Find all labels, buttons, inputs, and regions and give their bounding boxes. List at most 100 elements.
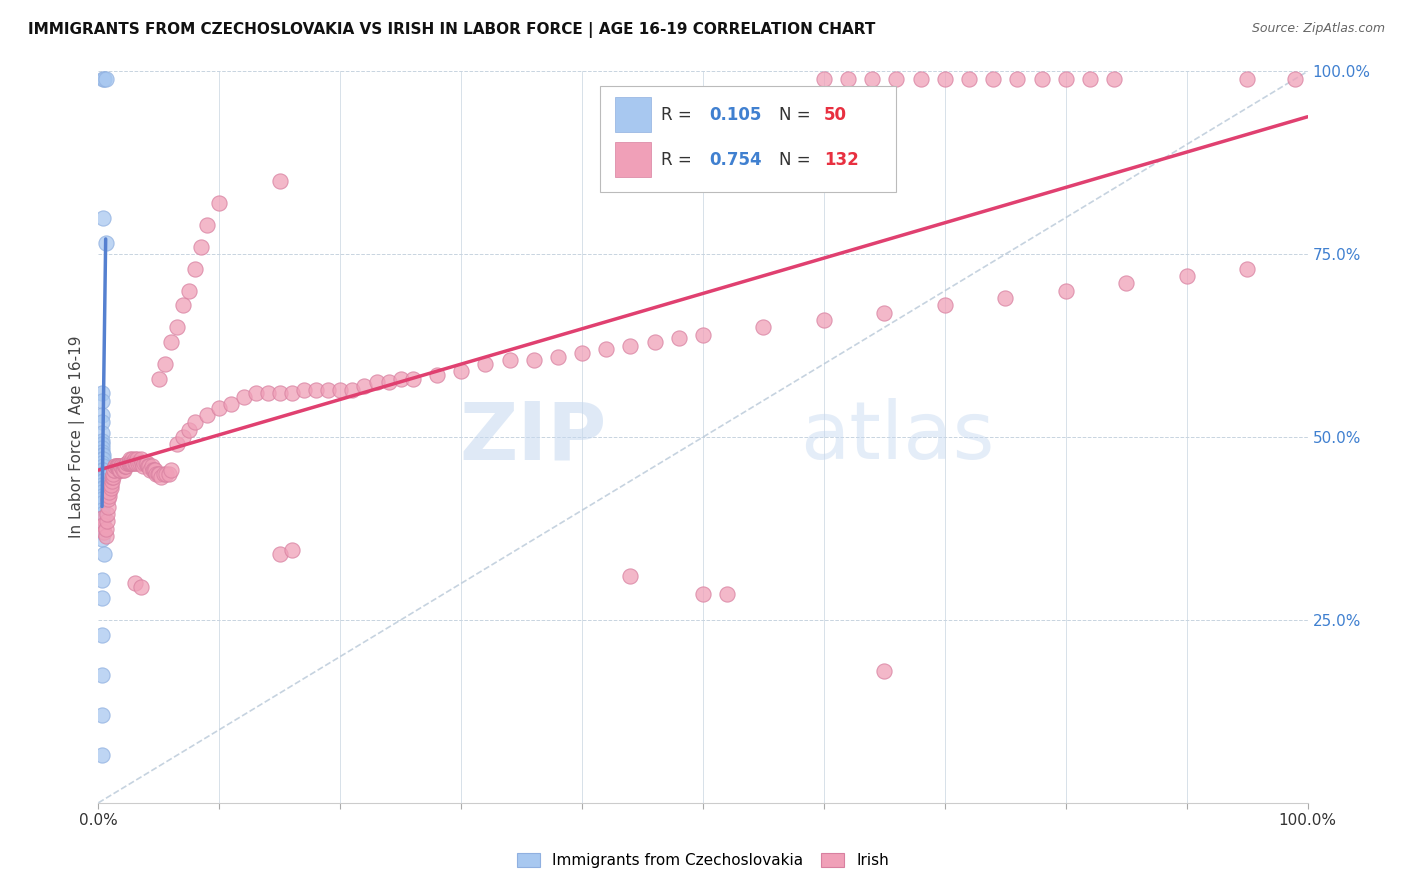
- Point: [110, 459, 132, 474]
- Point: [124, 452, 146, 467]
- Legend: Immigrants from Czechoslovakia, Irish: Immigrants from Czechoslovakia, Irish: [517, 854, 889, 868]
- FancyBboxPatch shape: [600, 86, 897, 192]
- Point: [91, 591, 114, 605]
- Point: [498, 353, 520, 368]
- Point: [91, 467, 114, 481]
- Point: [91, 470, 114, 484]
- Point: [179, 423, 201, 437]
- Point: [94, 236, 117, 251]
- Point: [91, 463, 114, 477]
- Point: [105, 459, 128, 474]
- Point: [91, 481, 114, 495]
- Point: [103, 463, 125, 477]
- Point: [108, 463, 131, 477]
- Point: [91, 211, 114, 225]
- Point: [342, 383, 364, 397]
- Point: [111, 463, 134, 477]
- Text: atlas: atlas: [800, 398, 994, 476]
- Point: [136, 459, 159, 474]
- Text: 132: 132: [824, 151, 859, 169]
- Point: [121, 456, 143, 470]
- Point: [873, 306, 896, 320]
- Text: IMMIGRANTS FROM CZECHOSLOVAKIA VS IRISH IN LABOR FORCE | AGE 16-19 CORRELATION C: IMMIGRANTS FROM CZECHOSLOVAKIA VS IRISH …: [28, 22, 876, 38]
- Point: [101, 470, 124, 484]
- Point: [571, 346, 593, 360]
- Point: [1284, 71, 1306, 86]
- Point: [91, 510, 114, 524]
- Point: [104, 459, 127, 474]
- Point: [157, 467, 180, 481]
- Point: [125, 456, 148, 470]
- Point: [100, 470, 122, 484]
- Point: [100, 481, 122, 495]
- Point: [232, 390, 254, 404]
- Point: [1236, 71, 1258, 86]
- Point: [91, 477, 114, 491]
- Point: [1115, 277, 1137, 291]
- Point: [269, 174, 291, 188]
- Point: [97, 500, 120, 514]
- Point: [957, 71, 980, 86]
- Point: [153, 357, 176, 371]
- Point: [208, 401, 231, 415]
- Point: [813, 71, 835, 86]
- Point: [129, 452, 152, 467]
- Point: [110, 459, 132, 474]
- Point: [91, 708, 114, 723]
- Point: [910, 71, 932, 86]
- Point: [91, 470, 114, 484]
- Point: [1054, 71, 1077, 86]
- Point: [172, 430, 194, 444]
- Point: [138, 459, 160, 474]
- Point: [114, 459, 136, 474]
- Point: [305, 383, 328, 397]
- Point: [316, 383, 339, 397]
- Point: [91, 667, 114, 681]
- Text: ZIP: ZIP: [458, 398, 606, 476]
- Point: [152, 467, 174, 481]
- Point: [143, 463, 166, 477]
- Point: [142, 463, 165, 477]
- Point: [1236, 261, 1258, 276]
- Point: [281, 543, 304, 558]
- Point: [91, 489, 114, 503]
- Point: [91, 485, 114, 500]
- Point: [118, 456, 141, 470]
- Point: [184, 261, 207, 276]
- Point: [644, 334, 666, 349]
- Point: [886, 71, 908, 86]
- Point: [143, 463, 166, 477]
- Point: [111, 459, 134, 474]
- Point: [115, 459, 138, 474]
- Point: [450, 364, 472, 378]
- Point: [101, 467, 124, 481]
- Point: [190, 240, 212, 254]
- Point: [96, 514, 118, 528]
- Point: [813, 313, 835, 327]
- Point: [91, 448, 114, 462]
- Y-axis label: In Labor Force | Age 16-19: In Labor Force | Age 16-19: [69, 335, 84, 539]
- Point: [1078, 71, 1101, 86]
- Point: [195, 218, 218, 232]
- Point: [172, 298, 194, 312]
- Point: [117, 456, 139, 470]
- Point: [934, 298, 956, 312]
- Point: [245, 386, 267, 401]
- Point: [120, 456, 142, 470]
- Point: [91, 503, 114, 517]
- Point: [91, 521, 114, 535]
- Point: [129, 580, 152, 594]
- Point: [124, 456, 146, 470]
- Point: [389, 371, 412, 385]
- Point: [256, 386, 278, 401]
- Point: [474, 357, 496, 371]
- Point: [91, 463, 114, 477]
- Point: [160, 334, 183, 349]
- Point: [94, 71, 117, 86]
- Point: [166, 320, 188, 334]
- Point: [619, 569, 641, 583]
- Point: [221, 397, 243, 411]
- Point: [402, 371, 425, 385]
- Point: [1007, 71, 1029, 86]
- Point: [128, 456, 150, 470]
